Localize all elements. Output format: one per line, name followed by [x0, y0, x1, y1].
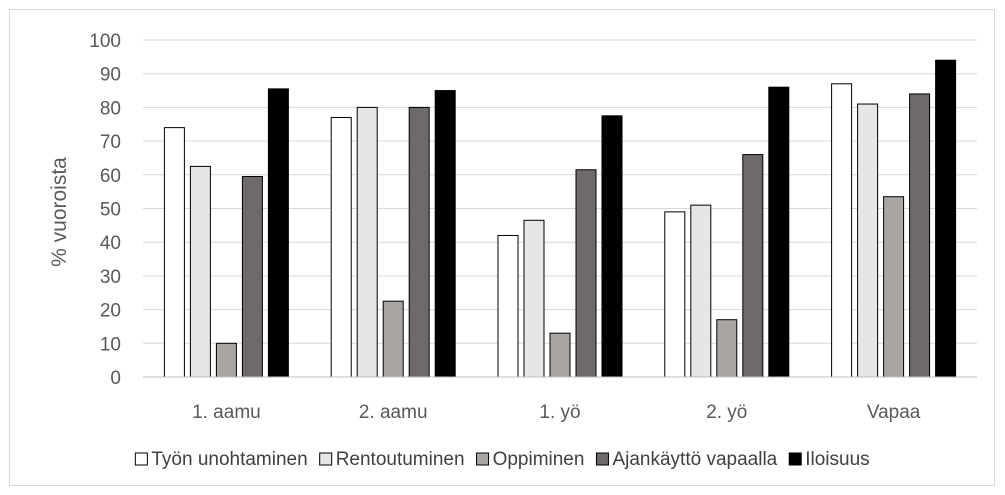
bar	[690, 204, 712, 378]
bar	[742, 154, 764, 378]
x-tick-label: 1. aamu	[192, 402, 261, 423]
bar	[215, 342, 237, 378]
y-tick-label: 40	[100, 233, 121, 254]
y-tick-label: 100	[89, 31, 121, 52]
bar	[831, 83, 853, 378]
legend-label: Iloisuus	[805, 449, 869, 470]
bar	[241, 175, 263, 378]
bar	[382, 300, 404, 378]
bar	[549, 332, 571, 378]
legend-label: Oppiminen	[493, 449, 585, 470]
x-tick-label: Vapaa	[867, 402, 921, 423]
legend-entry: Iloisuus	[788, 449, 870, 470]
legend-entry: Rentoutuminen	[319, 449, 465, 470]
y-tick-label: 20	[100, 301, 121, 322]
y-tick-label: 0	[110, 368, 121, 389]
bar	[716, 319, 738, 378]
y-axis-ticks: 0 10 20 30 40 50 60 70 80 90 100	[89, 31, 121, 389]
bar	[601, 115, 623, 378]
legend-label: Ajankäyttö vapaalla	[612, 449, 777, 470]
y-tick-label: 90	[100, 65, 121, 86]
y-tick-label: 70	[100, 132, 121, 153]
x-tick-label: 1. yö	[539, 402, 580, 423]
bar	[909, 93, 931, 378]
legend: Työn unohtaminen Rentoutuminen Oppiminen Aj…	[134, 449, 870, 470]
x-tick-label: 2. aamu	[359, 402, 428, 423]
legend-entry: Ajankäyttö vapaalla	[595, 449, 778, 470]
legend-label: Rentoutuminen	[336, 449, 465, 470]
y-tick-label: 50	[100, 200, 121, 221]
legend-swatch	[134, 452, 148, 466]
legend-entry: Oppiminen	[476, 449, 585, 470]
y-tick-label: 30	[100, 267, 121, 288]
bar	[575, 169, 597, 378]
bar	[497, 234, 519, 378]
legend-label: Työn unohtaminen	[151, 449, 307, 470]
bar	[434, 90, 456, 378]
y-tick-label: 60	[100, 166, 121, 187]
y-axis-title: % vuoroista	[48, 157, 71, 267]
bar	[935, 59, 957, 378]
bars	[163, 59, 957, 378]
y-tick-label: 10	[100, 334, 121, 355]
x-axis-labels: 1. aamu 2. aamu 1. yö 2. yö Vapaa	[192, 402, 921, 423]
bar	[163, 127, 185, 378]
legend-swatch	[319, 452, 333, 466]
bar	[189, 165, 211, 378]
legend-swatch	[788, 452, 802, 466]
bar	[330, 117, 352, 378]
bar	[267, 88, 289, 378]
bar	[664, 211, 686, 378]
legend-entry: Työn unohtaminen	[134, 449, 308, 470]
bar	[768, 86, 790, 378]
legend-swatch	[595, 452, 609, 466]
bar	[523, 219, 545, 378]
x-tick-label: 2. yö	[706, 402, 747, 423]
y-tick-label: 80	[100, 98, 121, 119]
bar	[857, 103, 879, 378]
bar	[408, 106, 430, 378]
bar	[883, 196, 905, 378]
bar	[356, 106, 378, 378]
legend-swatch	[476, 452, 490, 466]
